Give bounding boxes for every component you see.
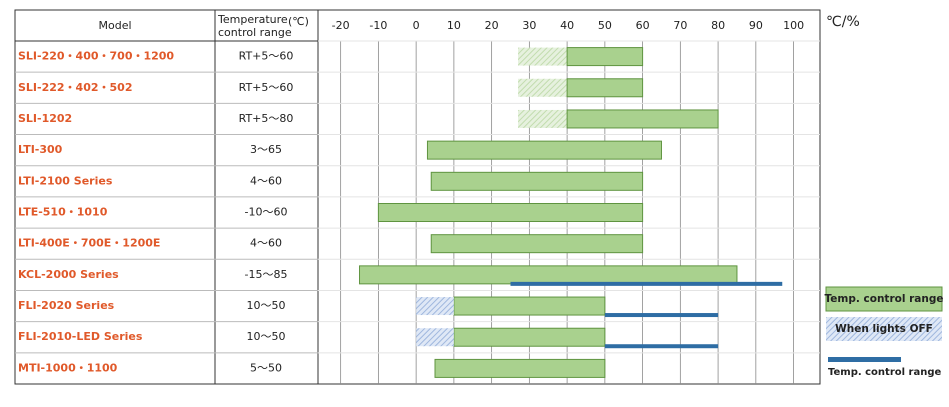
range-bar xyxy=(416,328,454,347)
control-range: 3～65 xyxy=(250,143,282,156)
model-name: SLI-222・402・502 xyxy=(18,81,132,94)
x-tick-label: 80 xyxy=(711,19,725,32)
legend-label: Temp. control range xyxy=(828,367,941,378)
control-range: 10～50 xyxy=(247,330,286,343)
model-name: LTI-2100 Series xyxy=(18,174,113,187)
range-line xyxy=(604,313,719,318)
x-tick-label: 40 xyxy=(560,19,574,32)
range-line xyxy=(510,281,783,286)
range-bar xyxy=(518,47,568,66)
x-tick-label: 90 xyxy=(749,19,763,32)
range-bar xyxy=(453,327,606,347)
model-name: LTI-400E・700E・1200E xyxy=(18,237,160,250)
model-name: SLI-1202 xyxy=(18,112,72,125)
x-tick-label: 70 xyxy=(673,19,687,32)
range-bar xyxy=(434,358,606,378)
x-tick-label: -10 xyxy=(369,19,387,32)
x-tick-label: 60 xyxy=(636,19,650,32)
control-range: RT+5～80 xyxy=(239,112,294,125)
control-range: RT+5～60 xyxy=(239,50,294,63)
control-range: 4～60 xyxy=(250,237,282,250)
range-bar xyxy=(453,296,606,316)
model-header: Model xyxy=(98,19,131,32)
range-header: control range xyxy=(218,26,292,39)
x-tick-label: 0 xyxy=(413,19,420,32)
range-line xyxy=(604,344,719,349)
range-bar xyxy=(416,297,454,316)
control-range: 5～50 xyxy=(250,361,282,374)
model-name: SLI-220・400・700・1200 xyxy=(18,50,174,63)
control-range: -10～60 xyxy=(245,206,288,219)
model-name: KCL-2000 Series xyxy=(18,268,119,281)
legend-swatch xyxy=(825,286,943,312)
range-bar xyxy=(430,234,644,254)
unit-header: (℃) xyxy=(288,15,309,28)
range-bar xyxy=(518,78,568,97)
legend-label: When lights OFF xyxy=(835,323,933,335)
axis-label: ℃/% xyxy=(826,14,860,30)
x-tick-label: -20 xyxy=(332,19,350,32)
range-bar xyxy=(359,265,738,285)
x-tick-label: 10 xyxy=(447,19,461,32)
range-bar xyxy=(566,47,644,67)
legend-label: Temp. control range xyxy=(825,293,944,305)
model-name: LTI-300 xyxy=(18,143,63,156)
model-name: LTE-510・1010 xyxy=(18,206,108,219)
control-range: 10～50 xyxy=(247,299,286,312)
model-name: MTI-1000・1100 xyxy=(18,361,118,374)
range-bar xyxy=(426,140,662,160)
range-bar xyxy=(518,109,568,128)
control-range: 4～60 xyxy=(250,174,282,187)
x-tick-label: 100 xyxy=(783,19,804,32)
range-bar xyxy=(566,78,644,98)
range-header: Temperature xyxy=(217,13,288,26)
range-bar xyxy=(566,109,719,129)
range-bar xyxy=(430,171,644,191)
x-tick-label: 20 xyxy=(485,19,499,32)
legend-swatch xyxy=(826,317,942,341)
x-tick-label: 30 xyxy=(522,19,536,32)
model-name: FLI-2020 Series xyxy=(18,299,115,312)
range-bar xyxy=(377,203,644,222)
legend-swatch xyxy=(828,357,901,362)
control-range: RT+5～60 xyxy=(239,81,294,94)
x-tick-label: 50 xyxy=(598,19,612,32)
model-name: FLI-2010-LED Series xyxy=(18,330,143,343)
control-range: -15～85 xyxy=(245,268,288,281)
